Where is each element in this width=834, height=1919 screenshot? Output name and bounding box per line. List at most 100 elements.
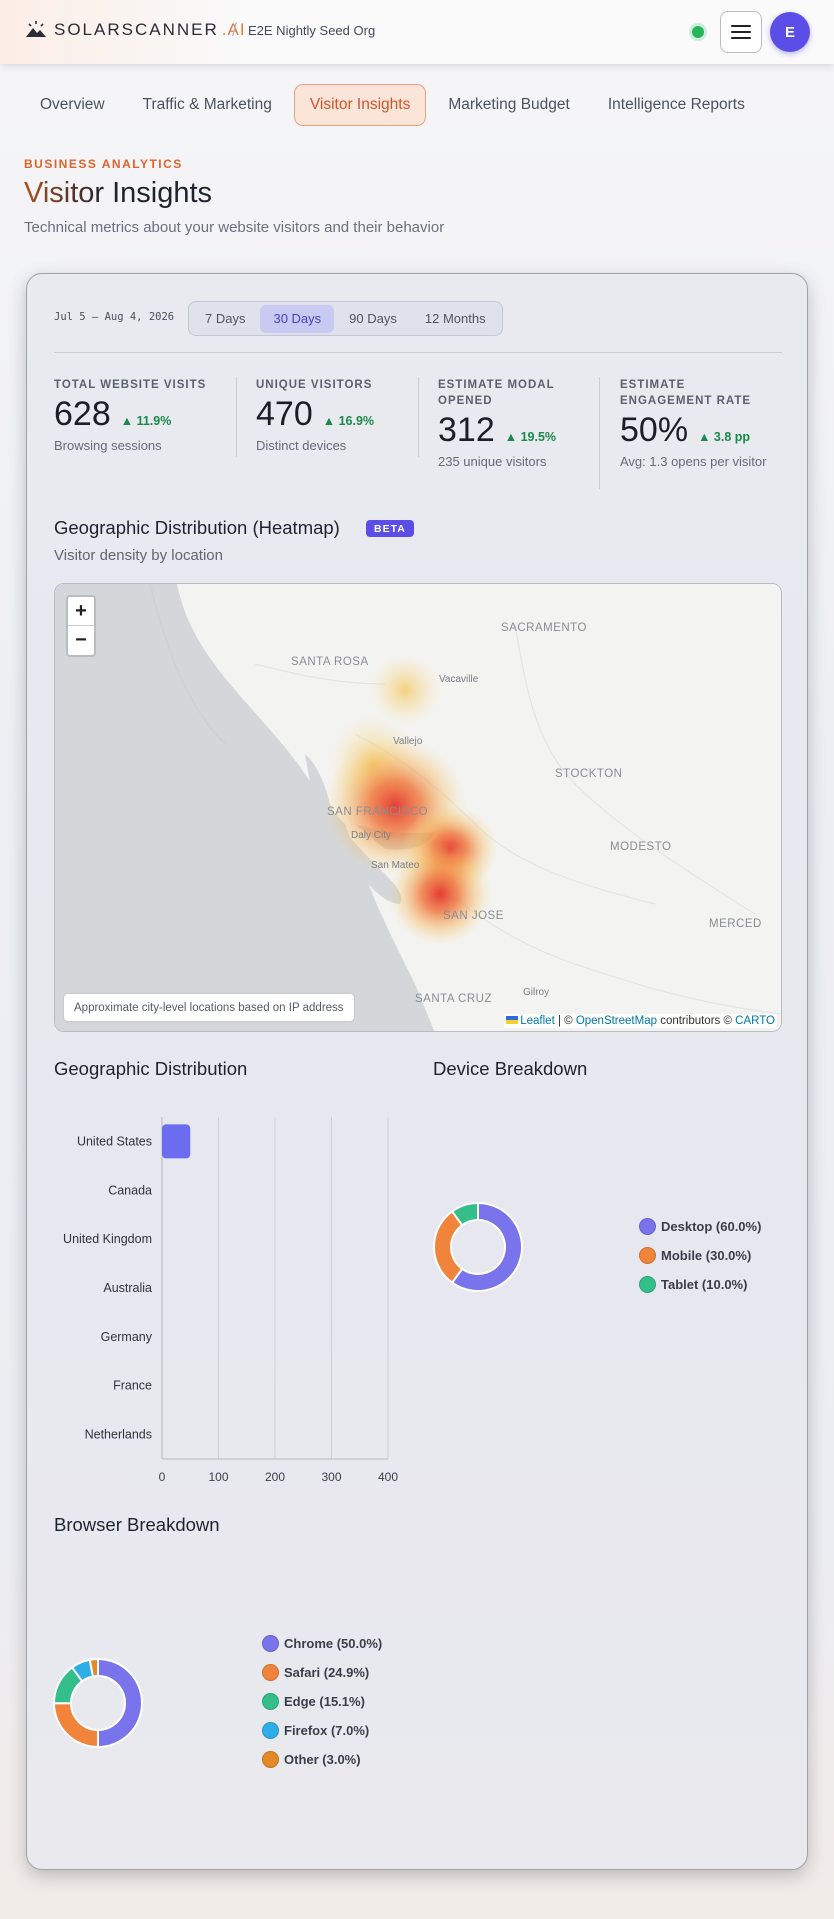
kpi-note: Avg: 1.3 opens per visitor (620, 454, 767, 469)
kpi-value: 628 (54, 395, 111, 433)
kpi-delta: ▲ 3.8 pp (698, 430, 751, 444)
donut-chart (52, 1657, 143, 1749)
legend-swatch (262, 1722, 279, 1739)
map-label: MERCED (709, 918, 762, 930)
map-label: SANTA CRUZ (415, 993, 492, 1005)
legend-item[interactable]: Firefox (7.0%) (262, 1722, 369, 1739)
legend-item[interactable]: Tablet (10.0%) (639, 1276, 747, 1293)
breadcrumb-separator: / (232, 20, 238, 40)
kpi-total-visits: TOTAL WEBSITE VISITS 628 ▲ 11.9% Browsing… (54, 377, 214, 454)
page-title-first: Visitor (24, 177, 105, 209)
map-attribution: Leaflet | © OpenStreetMap contributors ©… (504, 1014, 777, 1028)
heatmap-title: Geographic Distribution (Heatmap) (54, 517, 340, 538)
kpi-note: 235 unique visitors (438, 454, 547, 469)
legend-item[interactable]: Edge (15.1%) (262, 1693, 365, 1710)
map-label: San Mateo (371, 860, 420, 871)
map-note: Approximate city-level locations based o… (64, 994, 354, 1021)
map-label: SACRAMENTO (501, 622, 587, 634)
donut-slice-chrome[interactable] (97, 1657, 143, 1749)
legend-item[interactable]: Safari (24.9%) (262, 1664, 369, 1681)
menu-button[interactable] (720, 11, 762, 53)
map-label: MODESTO (610, 841, 672, 853)
period-7-days[interactable]: 7 Days (205, 311, 246, 326)
legend-item[interactable]: Other (3.0%) (262, 1751, 361, 1768)
tab-intelligence-reports[interactable]: Intelligence Reports (607, 96, 745, 113)
period-selector: 7 Days 30 Days 90 Days 12 Months (188, 301, 503, 336)
leaflet-link[interactable]: Leaflet (520, 1015, 555, 1027)
zoom-in-button[interactable]: + (68, 597, 94, 626)
kpi-value: 470 (256, 395, 313, 433)
bar[interactable] (162, 1124, 191, 1159)
divider (54, 352, 782, 353)
ukraine-flag-icon (506, 1016, 519, 1024)
x-tick-label: 0 (159, 1470, 166, 1484)
kpi-label: ESTIMATE MODAL OPENED (438, 379, 555, 407)
legend-label: Other (3.0%) (284, 1752, 361, 1767)
kpi-unique-visitors: UNIQUE VISITORS 470 ▲ 16.9% Distinct devi… (256, 377, 416, 454)
browser-chart-title: Browser Breakdown (54, 1514, 220, 1535)
legend-label: Mobile (30.0%) (661, 1248, 752, 1263)
legend-swatch (262, 1693, 279, 1710)
zoom-control: + − (66, 595, 96, 657)
tab-marketing-budget[interactable]: Marketing Budget (448, 96, 570, 113)
legend-swatch (639, 1218, 656, 1235)
nav-tabs: Overview Traffic & Marketing Visitor Ins… (24, 84, 761, 126)
tab-traffic-marketing[interactable]: Traffic & Marketing (142, 96, 272, 113)
map-label: Gilroy (523, 987, 550, 998)
logo-text: SOLARSCANNER (54, 20, 219, 39)
map-label: SAN FRANCISCO (327, 806, 429, 818)
kpi-divider (599, 377, 600, 489)
legend-item[interactable]: Mobile (30.0%) (639, 1247, 751, 1264)
user-avatar[interactable]: E (770, 12, 810, 52)
y-tick-label: United States (77, 1134, 152, 1148)
kpi-value: 50% (620, 411, 689, 449)
y-tick-label: Canada (108, 1183, 152, 1197)
page-eyebrow: BUSINESS ANALYTICS (24, 157, 183, 171)
legend-item[interactable]: Desktop (60.0%) (639, 1218, 761, 1235)
tab-overview[interactable]: Overview (40, 96, 105, 113)
carto-link[interactable]: CARTO (735, 1015, 775, 1027)
device-chart-title: Device Breakdown (433, 1058, 588, 1079)
kpi-modal-opened: ESTIMATE MODAL OPENED 312 ▲ 19.5% 235 uni… (438, 377, 588, 470)
period-30-days[interactable]: 30 Days (260, 304, 335, 333)
legend-label: Chrome (50.0%) (284, 1636, 383, 1651)
heatmap-map[interactable]: SACRAMENTO SANTA ROSA Vacaville Vallejo … (54, 583, 782, 1032)
org-name[interactable]: E2E Nightly Seed Org (248, 23, 376, 38)
y-tick-label: France (113, 1379, 152, 1393)
kpi-label: TOTAL WEBSITE VISITS (54, 379, 207, 391)
map-label: STOCKTON (555, 768, 623, 780)
kpi-note: Distinct devices (256, 438, 347, 453)
legend-label: Firefox (7.0%) (284, 1723, 370, 1738)
osm-link[interactable]: OpenStreetMap (575, 1015, 657, 1027)
donut-slice-safari[interactable] (52, 1702, 99, 1749)
hamburger-icon (731, 25, 751, 27)
donut-slice-other[interactable] (88, 1657, 99, 1678)
donut-slice-desktop[interactable] (450, 1201, 523, 1292)
insights-card: Jul 5 – Aug 4, 2026 7 Days 30 Days 90 Da… (26, 273, 808, 1870)
map-label: Vacaville (439, 674, 479, 685)
map-label: SAN JOSE (443, 910, 504, 922)
legend-swatch (262, 1664, 279, 1681)
legend-label: Safari (24.9%) (284, 1665, 370, 1680)
kpi-delta: ▲ 11.9% (120, 414, 172, 428)
period-12-months[interactable]: 12 Months (424, 311, 486, 326)
kpi-value: 312 (438, 411, 495, 449)
donut-slice-mobile[interactable] (433, 1210, 464, 1284)
x-tick-label: 400 (378, 1470, 398, 1484)
date-range: Jul 5 – Aug 4, 2026 (54, 311, 175, 323)
legend-swatch (639, 1276, 656, 1293)
donut-slice-tablet[interactable] (450, 1201, 479, 1227)
period-90-days[interactable]: 90 Days (349, 311, 397, 326)
heatmap-blobs (323, 654, 498, 946)
sun-logo-icon (26, 21, 46, 37)
zoom-out-button[interactable]: − (75, 629, 87, 651)
map-tiles (55, 584, 781, 1031)
legend-item[interactable]: Chrome (50.0%) (262, 1635, 382, 1652)
tab-visitor-insights[interactable]: Visitor Insights (293, 84, 427, 126)
beta-badge: BETA (366, 520, 414, 537)
kpi-delta: ▲ 16.9% (322, 414, 375, 428)
x-tick-label: 300 (321, 1470, 341, 1484)
logo[interactable]: SOLARSCANNER .AI (24, 20, 246, 40)
logo-suffix: .AI (221, 20, 246, 39)
kpi-label: ESTIMATE ENGAGEMENT RATE (620, 379, 752, 407)
